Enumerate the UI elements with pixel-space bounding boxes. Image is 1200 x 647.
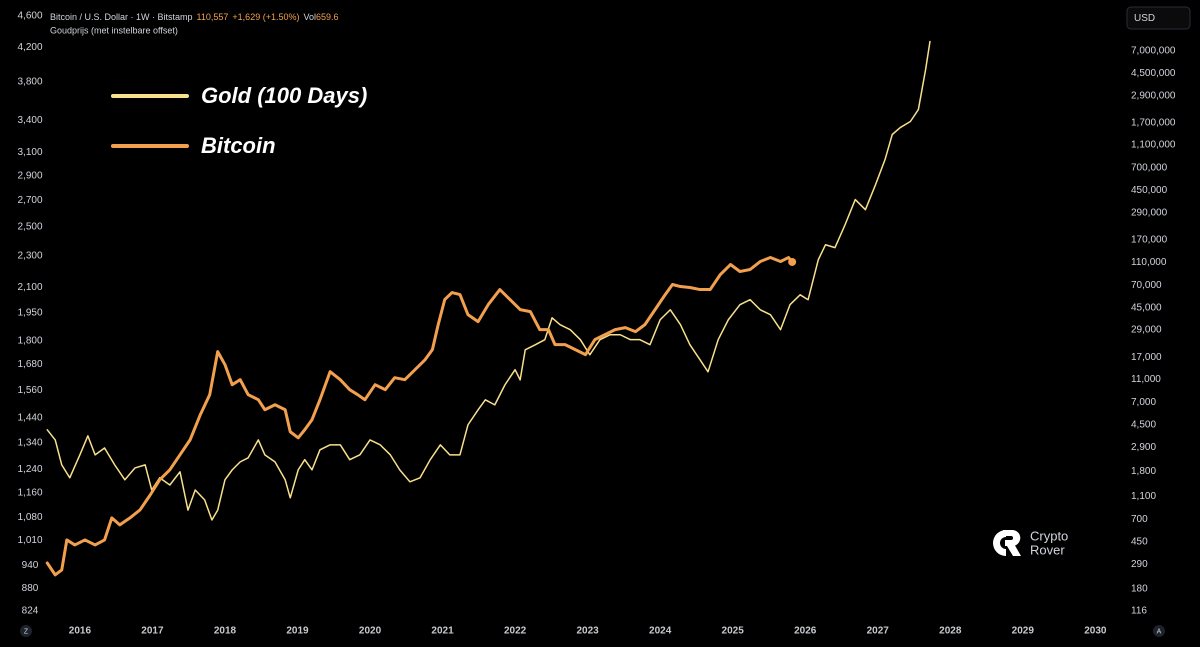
volume: 659.6 bbox=[316, 12, 339, 22]
y-tick-label: 3,800 bbox=[17, 77, 42, 88]
y-tick-label: 940 bbox=[22, 560, 39, 571]
y-tick-label: 2,300 bbox=[17, 250, 42, 261]
y-tick-label: 2,100 bbox=[17, 282, 42, 293]
y-tick-label: 1,100,000 bbox=[1131, 140, 1176, 151]
x-tick-label: 2018 bbox=[214, 626, 237, 637]
x-tick-label: 2021 bbox=[431, 626, 454, 637]
y-tick-label: 1,010 bbox=[17, 535, 42, 546]
y-tick-label: 1,440 bbox=[17, 412, 42, 423]
y-tick-label: 70,000 bbox=[1131, 280, 1162, 291]
logo-c bbox=[993, 530, 1006, 556]
last-point bbox=[788, 257, 797, 266]
y-tick-label: 450 bbox=[1131, 537, 1148, 548]
x-tick-label: 2023 bbox=[576, 626, 599, 637]
change: +1,629 (+1.50%) bbox=[232, 12, 299, 22]
currency-button[interactable]: USD bbox=[1126, 6, 1191, 30]
series-line bbox=[45, 256, 794, 577]
y-tick-label: 4,600 bbox=[17, 11, 42, 22]
x-tick-label: 2027 bbox=[867, 626, 890, 637]
price: 110,557 bbox=[197, 12, 229, 22]
y-tick-label: 1,800 bbox=[1131, 466, 1156, 477]
y-tick-label: 824 bbox=[22, 606, 39, 617]
volume-label: Vol bbox=[303, 12, 316, 22]
y-tick-label: 4,200 bbox=[17, 42, 42, 53]
y-tick-label: 290,000 bbox=[1131, 208, 1168, 219]
y-tick-label: 3,400 bbox=[17, 115, 42, 126]
button-label: A bbox=[1157, 628, 1162, 635]
symbol: Bitcoin / U.S. Dollar · 1W · Bitstamp bbox=[50, 12, 193, 22]
y-tick-label: 1,560 bbox=[17, 385, 42, 396]
x-tick-label: 2028 bbox=[939, 626, 962, 637]
y-tick-label: 1,100 bbox=[1131, 491, 1156, 502]
y-tick-label: 450,000 bbox=[1131, 185, 1168, 196]
legend-label: Bitcoin bbox=[201, 133, 276, 158]
y-tick-label: 1,340 bbox=[17, 437, 42, 448]
y-tick-label: 4,500,000 bbox=[1131, 68, 1176, 79]
y-tick-label: 11,000 bbox=[1131, 374, 1161, 385]
y-tick-label: 1,160 bbox=[17, 487, 42, 498]
y-tick-label: 2,900 bbox=[17, 170, 42, 181]
y-tick-label: 7,000 bbox=[1131, 397, 1156, 408]
y-tick-label: 2,900 bbox=[1131, 442, 1156, 453]
button-circle bbox=[20, 625, 32, 637]
x-tick-label: 2029 bbox=[1012, 626, 1035, 637]
y-tick-label: 1,680 bbox=[17, 359, 42, 370]
y-tick-label: 110,000 bbox=[1131, 257, 1167, 268]
y-tick-label: 170,000 bbox=[1131, 235, 1168, 246]
x-tick-label: 2019 bbox=[286, 626, 309, 637]
button-circle bbox=[1153, 625, 1165, 637]
series-line bbox=[46, 40, 931, 521]
x-tick-label: 2017 bbox=[141, 626, 164, 637]
y-tick-label: 4,500 bbox=[1131, 420, 1156, 431]
scale-button[interactable]: A bbox=[1153, 625, 1165, 637]
button-label: Z bbox=[24, 628, 29, 635]
y-tick-label: 29,000 bbox=[1131, 325, 1162, 336]
y-tick-label: 2,700 bbox=[17, 195, 42, 206]
x-tick-label: 2016 bbox=[69, 626, 92, 637]
y-tick-label: 290 bbox=[1131, 559, 1148, 570]
x-tick-label: 2030 bbox=[1084, 626, 1107, 637]
y-tick-label: 7,000,000 bbox=[1131, 46, 1176, 57]
header-line: Bitcoin / U.S. Dollar · 1W · Bitstamp 110… bbox=[50, 12, 339, 22]
y-tick-label: 1,800 bbox=[17, 335, 42, 346]
x-tick-label: 2022 bbox=[504, 626, 527, 637]
y-tick-label: 1,240 bbox=[17, 464, 42, 475]
y-tick-label: 700 bbox=[1131, 514, 1148, 525]
y-tick-label: 2,900,000 bbox=[1131, 90, 1176, 101]
y-tick-label: 1,700,000 bbox=[1131, 118, 1176, 129]
y-tick-label: 17,000 bbox=[1131, 352, 1162, 363]
x-tick-label: 2020 bbox=[359, 626, 382, 637]
y-tick-label: 700,000 bbox=[1131, 163, 1168, 174]
logo-r bbox=[1003, 530, 1021, 556]
y-tick-label: 116 bbox=[1131, 606, 1147, 617]
y-tick-label: 3,100 bbox=[17, 147, 42, 158]
y-tick-label: 1,080 bbox=[17, 512, 42, 523]
watermark-text: Rover bbox=[1030, 542, 1065, 557]
watermark: Crypto Rover bbox=[993, 528, 1068, 557]
indicator-label: Goudprijs (met instelbare offset) bbox=[50, 25, 178, 35]
button-label: USD bbox=[1134, 13, 1155, 24]
legend-label: Gold (100 Days) bbox=[201, 83, 367, 108]
x-tick-label: 2025 bbox=[722, 626, 745, 637]
button-frame bbox=[1126, 6, 1191, 30]
x-tick-label: 2026 bbox=[794, 626, 817, 637]
y-tick-label: 880 bbox=[22, 583, 39, 594]
y-tick-label: 180 bbox=[1131, 583, 1148, 594]
scale-button[interactable]: Z bbox=[20, 625, 32, 637]
watermark-text: Crypto bbox=[1030, 528, 1068, 543]
x-tick-label: 2024 bbox=[649, 626, 672, 637]
y-tick-label: 45,000 bbox=[1131, 302, 1162, 313]
y-tick-label: 1,950 bbox=[17, 308, 42, 319]
y-tick-label: 2,500 bbox=[17, 222, 42, 233]
